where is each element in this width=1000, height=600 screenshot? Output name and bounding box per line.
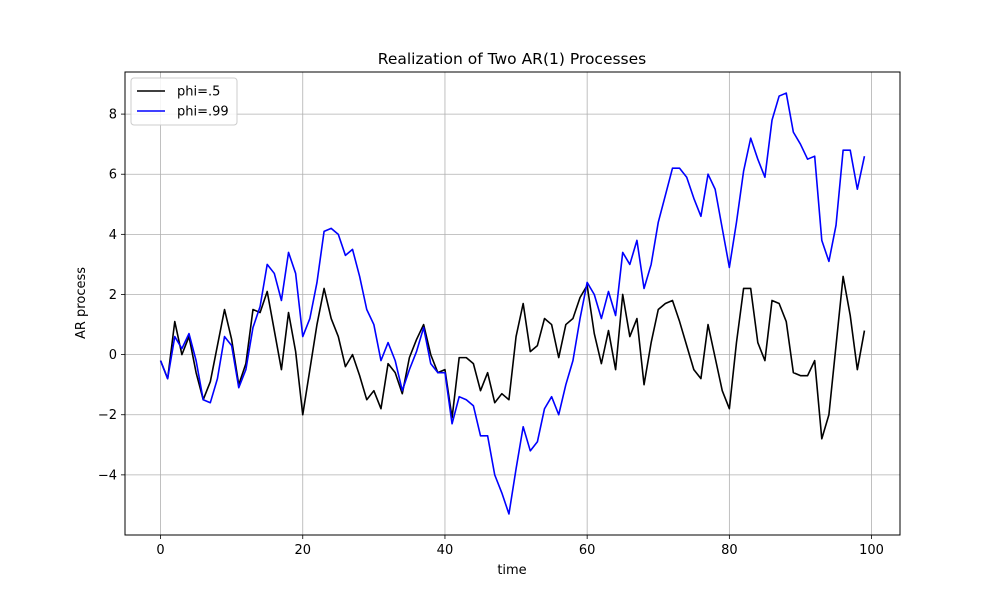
y-tick-label: 0 bbox=[109, 348, 117, 363]
grid bbox=[125, 72, 900, 535]
x-tick-label: 0 bbox=[156, 543, 164, 558]
x-tick-label: 100 bbox=[859, 543, 884, 558]
x-tick-label: 60 bbox=[579, 543, 596, 558]
legend-label: phi=.5 bbox=[177, 85, 220, 100]
series-line-2 bbox=[159, 92, 866, 515]
x-axis-title: time bbox=[497, 563, 526, 578]
x-tick-label: 20 bbox=[294, 543, 311, 558]
legend: phi=.5 phi=.99 bbox=[130, 77, 238, 126]
chart-title: Realization of Two AR(1) Processes bbox=[378, 50, 647, 68]
y-tick-label: −2 bbox=[98, 408, 117, 423]
legend-label: phi=.99 bbox=[177, 105, 229, 120]
y-tick-label: 6 bbox=[109, 168, 117, 183]
y-tick-label: 8 bbox=[109, 108, 117, 123]
x-tick-label: 40 bbox=[437, 543, 454, 558]
y-axis-title: AR process bbox=[74, 267, 89, 339]
plot-frame bbox=[124, 71, 901, 536]
y-tick-label: −4 bbox=[98, 468, 117, 483]
legend-box bbox=[130, 77, 238, 126]
series-line-1 bbox=[159, 275, 866, 440]
y-tick-label: 4 bbox=[109, 228, 117, 243]
axis-ticks: 0 20 40 60 80 100 −4 −2 0 2 4 6 8 bbox=[98, 108, 884, 558]
y-tick-label: 2 bbox=[109, 288, 117, 303]
series-lines bbox=[159, 92, 866, 515]
x-tick-label: 80 bbox=[721, 543, 738, 558]
